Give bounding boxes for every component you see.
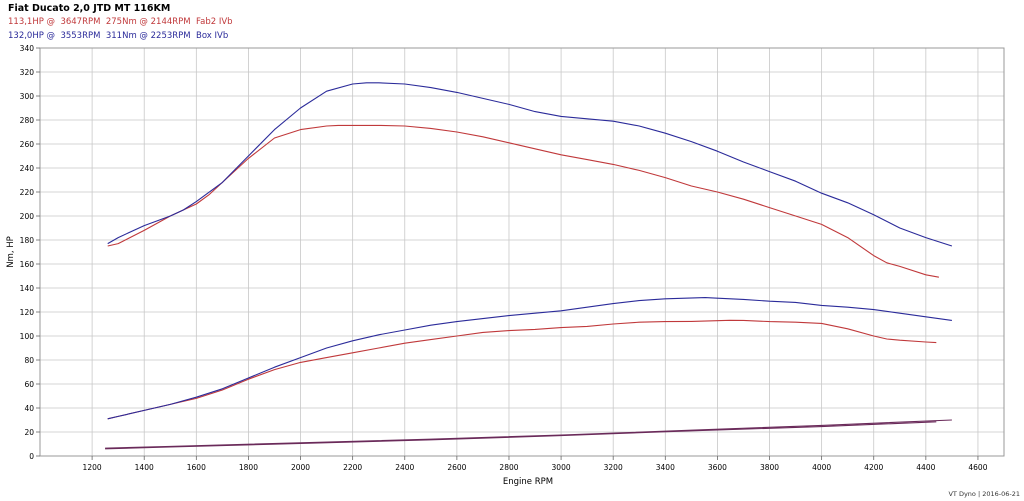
x-tick-label: 2200: [343, 463, 362, 472]
x-tick-label: 1200: [83, 463, 102, 472]
y-tick-label: 140: [20, 284, 35, 293]
y-axis-label: Nm, HP: [6, 236, 16, 268]
footer-stamp: VT Dyno | 2016-06-21: [948, 490, 1020, 498]
y-tick-label: 120: [20, 308, 35, 317]
y-tick-label: 20: [24, 428, 34, 437]
chart-title: Fiat Ducato 2,0 JTD MT 116KM: [8, 3, 171, 14]
axes: 0 20 40 60 80 100 120 140 160 180 200 220 240 260 280 3…: [20, 44, 1005, 472]
y-tick-label: 200: [20, 212, 35, 221]
x-tick-label: 3800: [760, 463, 779, 472]
y-tick-label: 160: [20, 260, 35, 269]
y-tick-label: 280: [20, 116, 35, 125]
fab-power-line: [107, 319, 937, 420]
x-tick-label: 3200: [604, 463, 623, 472]
x-axis-label: Engine RPM: [503, 477, 553, 487]
x-tick-label: 4200: [864, 463, 883, 472]
y-tick-label: 40: [24, 404, 34, 413]
y-tick-label: 240: [20, 164, 35, 173]
x-tick-label: 2400: [395, 463, 414, 472]
x-tick-label: 1800: [239, 463, 258, 472]
x-tick-label: 4400: [916, 463, 935, 472]
y-tick-label: 80: [24, 356, 34, 365]
box-torque-line: [107, 82, 953, 247]
y-tick-label: 220: [20, 188, 35, 197]
x-tick-label: 1600: [187, 463, 206, 472]
y-tick-label: 340: [20, 44, 35, 53]
box-loss-line: [105, 419, 952, 449]
x-tick-label: 3000: [552, 463, 571, 472]
legend-box: 132,0HP @ 3553RPM 311Nm @ 2253RPM Box IV…: [8, 31, 229, 41]
x-tick-label: 2600: [447, 463, 466, 472]
fab-torque-line: [107, 124, 939, 278]
y-tick-label: 0: [29, 452, 34, 461]
x-tick-label: 4600: [968, 463, 987, 472]
x-tick-label: 3400: [656, 463, 675, 472]
x-tick-label: 4000: [812, 463, 831, 472]
plot-frame: [39, 47, 1005, 457]
y-tick-label: 300: [20, 92, 35, 101]
fab-loss-line: [105, 421, 937, 450]
x-tick-label: 2000: [291, 463, 310, 472]
grid: [40, 47, 1004, 457]
x-tick-label: 2800: [499, 463, 518, 472]
box-power-line: [107, 297, 952, 420]
x-tick-label: 3600: [708, 463, 727, 472]
x-tick-label: 1400: [135, 463, 154, 472]
y-tick-label: 260: [20, 140, 35, 149]
legend-fab2: 113,1HP @ 3647RPM 275Nm @ 2144RPM Fab2 I…: [8, 17, 233, 27]
series-layer: [105, 82, 953, 450]
y-tick-label: 100: [20, 332, 35, 341]
y-tick-label: 320: [20, 68, 35, 77]
y-tick-label: 60: [24, 380, 34, 389]
y-tick-label: 180: [20, 236, 35, 245]
